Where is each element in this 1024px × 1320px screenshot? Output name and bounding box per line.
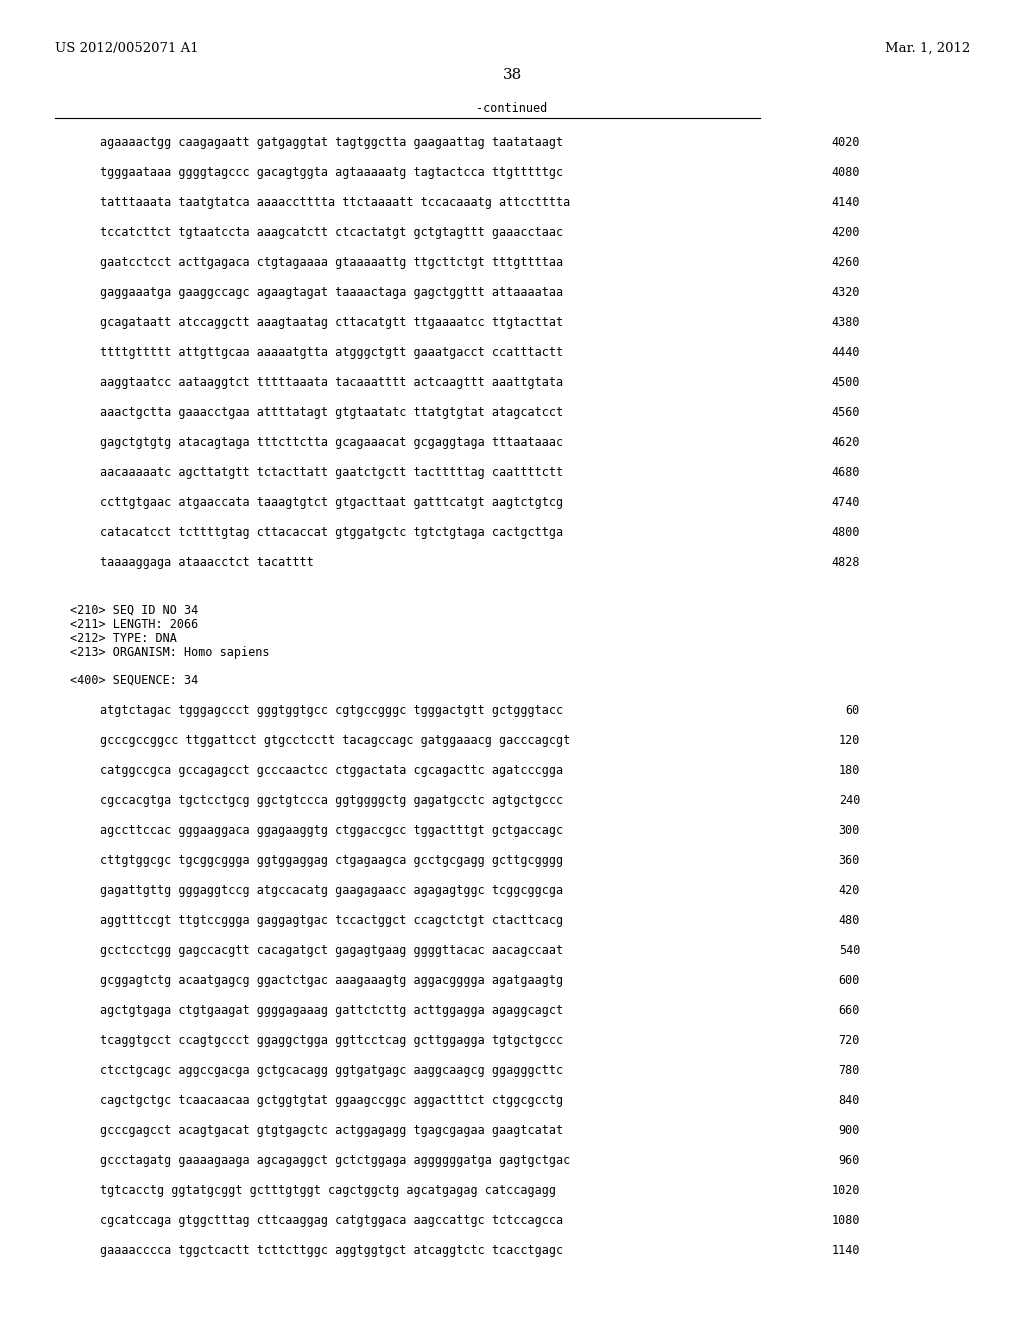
Text: cgcatccaga gtggctttag cttcaaggag catgtggaca aagccattgc tctccagcca: cgcatccaga gtggctttag cttcaaggag catgtgg… — [100, 1214, 563, 1228]
Text: cgccacgtga tgctcctgcg ggctgtccca ggtggggctg gagatgcctc agtgctgccc: cgccacgtga tgctcctgcg ggctgtccca ggtgggg… — [100, 795, 563, 807]
Text: 4260: 4260 — [831, 256, 860, 269]
Text: 360: 360 — [839, 854, 860, 867]
Text: 840: 840 — [839, 1094, 860, 1107]
Text: gcccgccggcc ttggattcct gtgcctcctt tacagccagc gatggaaacg gacccagcgt: gcccgccggcc ttggattcct gtgcctcctt tacagc… — [100, 734, 570, 747]
Text: <210> SEQ ID NO 34: <210> SEQ ID NO 34 — [70, 605, 199, 616]
Text: 780: 780 — [839, 1064, 860, 1077]
Text: gccctagatg gaaaagaaga agcagaggct gctctggaga aggggggatga gagtgctgac: gccctagatg gaaaagaaga agcagaggct gctctgg… — [100, 1154, 570, 1167]
Text: 4560: 4560 — [831, 407, 860, 418]
Text: 4440: 4440 — [831, 346, 860, 359]
Text: 4828: 4828 — [831, 556, 860, 569]
Text: 60: 60 — [846, 704, 860, 717]
Text: 1080: 1080 — [831, 1214, 860, 1228]
Text: 660: 660 — [839, 1005, 860, 1016]
Text: tcaggtgcct ccagtgccct ggaggctgga ggttcctcag gcttggagga tgtgctgccc: tcaggtgcct ccagtgccct ggaggctgga ggttcct… — [100, 1034, 563, 1047]
Text: aaactgctta gaaacctgaa attttatagt gtgtaatatc ttatgtgtat atagcatcct: aaactgctta gaaacctgaa attttatagt gtgtaat… — [100, 407, 563, 418]
Text: tatttaaata taatgtatca aaaacctttta ttctaaaatt tccacaaatg attcctttta: tatttaaata taatgtatca aaaacctttta ttctaa… — [100, 195, 570, 209]
Text: 1020: 1020 — [831, 1184, 860, 1197]
Text: ttttgttttt attgttgcaa aaaaatgtta atgggctgtt gaaatgacct ccatttactt: ttttgttttt attgttgcaa aaaaatgtta atgggct… — [100, 346, 563, 359]
Text: gcctcctcgg gagccacgtt cacagatgct gagagtgaag ggggttacac aacagccaat: gcctcctcgg gagccacgtt cacagatgct gagagtg… — [100, 944, 563, 957]
Text: 480: 480 — [839, 913, 860, 927]
Text: gcccgagcct acagtgacat gtgtgagctc actggagagg tgagcgagaa gaagtcatat: gcccgagcct acagtgacat gtgtgagctc actggag… — [100, 1125, 563, 1137]
Text: 420: 420 — [839, 884, 860, 898]
Text: 4140: 4140 — [831, 195, 860, 209]
Text: 120: 120 — [839, 734, 860, 747]
Text: -continued: -continued — [476, 102, 548, 115]
Text: <211> LENGTH: 2066: <211> LENGTH: 2066 — [70, 618, 199, 631]
Text: 4800: 4800 — [831, 525, 860, 539]
Text: 540: 540 — [839, 944, 860, 957]
Text: 720: 720 — [839, 1034, 860, 1047]
Text: 4380: 4380 — [831, 315, 860, 329]
Text: 4740: 4740 — [831, 496, 860, 510]
Text: gcagataatt atccaggctt aaagtaatag cttacatgtt ttgaaaatcc ttgtacttat: gcagataatt atccaggctt aaagtaatag cttacat… — [100, 315, 563, 329]
Text: US 2012/0052071 A1: US 2012/0052071 A1 — [55, 42, 199, 55]
Text: 4500: 4500 — [831, 376, 860, 389]
Text: 180: 180 — [839, 764, 860, 777]
Text: gagattgttg gggaggtccg atgccacatg gaagagaacc agagagtggc tcggcggcga: gagattgttg gggaggtccg atgccacatg gaagaga… — [100, 884, 563, 898]
Text: catacatcct tcttttgtag cttacaccat gtggatgctc tgtctgtaga cactgcttga: catacatcct tcttttgtag cttacaccat gtggatg… — [100, 525, 563, 539]
Text: ctcctgcagc aggccgacga gctgcacagg ggtgatgagc aaggcaagcg ggagggcttc: ctcctgcagc aggccgacga gctgcacagg ggtgatg… — [100, 1064, 563, 1077]
Text: 4080: 4080 — [831, 166, 860, 180]
Text: cttgtggcgc tgcggcggga ggtggaggag ctgagaagca gcctgcgagg gcttgcgggg: cttgtggcgc tgcggcggga ggtggaggag ctgagaa… — [100, 854, 563, 867]
Text: gcggagtctg acaatgagcg ggactctgac aaagaaagtg aggacgggga agatgaagtg: gcggagtctg acaatgagcg ggactctgac aaagaaa… — [100, 974, 563, 987]
Text: taaaaggaga ataaacctct tacatttt: taaaaggaga ataaacctct tacatttt — [100, 556, 313, 569]
Text: catggccgca gccagagcct gcccaactcc ctggactata cgcagacttc agatcccgga: catggccgca gccagagcct gcccaactcc ctggact… — [100, 764, 563, 777]
Text: 960: 960 — [839, 1154, 860, 1167]
Text: agaaaactgg caagagaatt gatgaggtat tagtggctta gaagaattag taatataagt: agaaaactgg caagagaatt gatgaggtat tagtggc… — [100, 136, 563, 149]
Text: <400> SEQUENCE: 34: <400> SEQUENCE: 34 — [70, 675, 199, 686]
Text: 4680: 4680 — [831, 466, 860, 479]
Text: atgtctagac tgggagccct gggtggtgcc cgtgccgggc tgggactgtt gctgggtacc: atgtctagac tgggagccct gggtggtgcc cgtgccg… — [100, 704, 563, 717]
Text: 4020: 4020 — [831, 136, 860, 149]
Text: tgtcacctg ggtatgcggt gctttgtggt cagctggctg agcatgagag catccagagg: tgtcacctg ggtatgcggt gctttgtggt cagctggc… — [100, 1184, 556, 1197]
Text: ccttgtgaac atgaaccata taaagtgtct gtgacttaat gatttcatgt aagtctgtcg: ccttgtgaac atgaaccata taaagtgtct gtgactt… — [100, 496, 563, 510]
Text: aggtttccgt ttgtccggga gaggagtgac tccactggct ccagctctgt ctacttcacg: aggtttccgt ttgtccggga gaggagtgac tccactg… — [100, 913, 563, 927]
Text: <212> TYPE: DNA: <212> TYPE: DNA — [70, 632, 177, 645]
Text: 4620: 4620 — [831, 436, 860, 449]
Text: gaggaaatga gaaggccagc agaagtagat taaaactaga gagctggttt attaaaataa: gaggaaatga gaaggccagc agaagtagat taaaact… — [100, 286, 563, 300]
Text: agccttccac gggaaggaca ggagaaggtg ctggaccgcc tggactttgt gctgaccagc: agccttccac gggaaggaca ggagaaggtg ctggacc… — [100, 824, 563, 837]
Text: 240: 240 — [839, 795, 860, 807]
Text: 4200: 4200 — [831, 226, 860, 239]
Text: 4320: 4320 — [831, 286, 860, 300]
Text: aaggtaatcc aataaggtct tttttaaata tacaaatttt actcaagttt aaattgtata: aaggtaatcc aataaggtct tttttaaata tacaaat… — [100, 376, 563, 389]
Text: gagctgtgtg atacagtaga tttcttctta gcagaaacat gcgaggtaga tttaataaac: gagctgtgtg atacagtaga tttcttctta gcagaaa… — [100, 436, 563, 449]
Text: gaaaacccca tggctcactt tcttcttggc aggtggtgct atcaggtctc tcacctgagc: gaaaacccca tggctcactt tcttcttggc aggtggt… — [100, 1243, 563, 1257]
Text: tgggaataaa ggggtagccc gacagtggta agtaaaaatg tagtactcca ttgtttttgc: tgggaataaa ggggtagccc gacagtggta agtaaaa… — [100, 166, 563, 180]
Text: 1140: 1140 — [831, 1243, 860, 1257]
Text: cagctgctgc tcaacaacaa gctggtgtat ggaagccggc aggactttct ctggcgcctg: cagctgctgc tcaacaacaa gctggtgtat ggaagcc… — [100, 1094, 563, 1107]
Text: agctgtgaga ctgtgaagat ggggagaaag gattctcttg acttggagga agaggcagct: agctgtgaga ctgtgaagat ggggagaaag gattctc… — [100, 1005, 563, 1016]
Text: tccatcttct tgtaatccta aaagcatctt ctcactatgt gctgtagttt gaaacctaac: tccatcttct tgtaatccta aaagcatctt ctcacta… — [100, 226, 563, 239]
Text: 38: 38 — [503, 69, 521, 82]
Text: 900: 900 — [839, 1125, 860, 1137]
Text: Mar. 1, 2012: Mar. 1, 2012 — [885, 42, 970, 55]
Text: aacaaaaatc agcttatgtt tctacttatt gaatctgctt tactttttag caattttctt: aacaaaaatc agcttatgtt tctacttatt gaatctg… — [100, 466, 563, 479]
Text: 300: 300 — [839, 824, 860, 837]
Text: gaatcctcct acttgagaca ctgtagaaaa gtaaaaattg ttgcttctgt tttgttttaa: gaatcctcct acttgagaca ctgtagaaaa gtaaaaa… — [100, 256, 563, 269]
Text: <213> ORGANISM: Homo sapiens: <213> ORGANISM: Homo sapiens — [70, 645, 269, 659]
Text: 600: 600 — [839, 974, 860, 987]
